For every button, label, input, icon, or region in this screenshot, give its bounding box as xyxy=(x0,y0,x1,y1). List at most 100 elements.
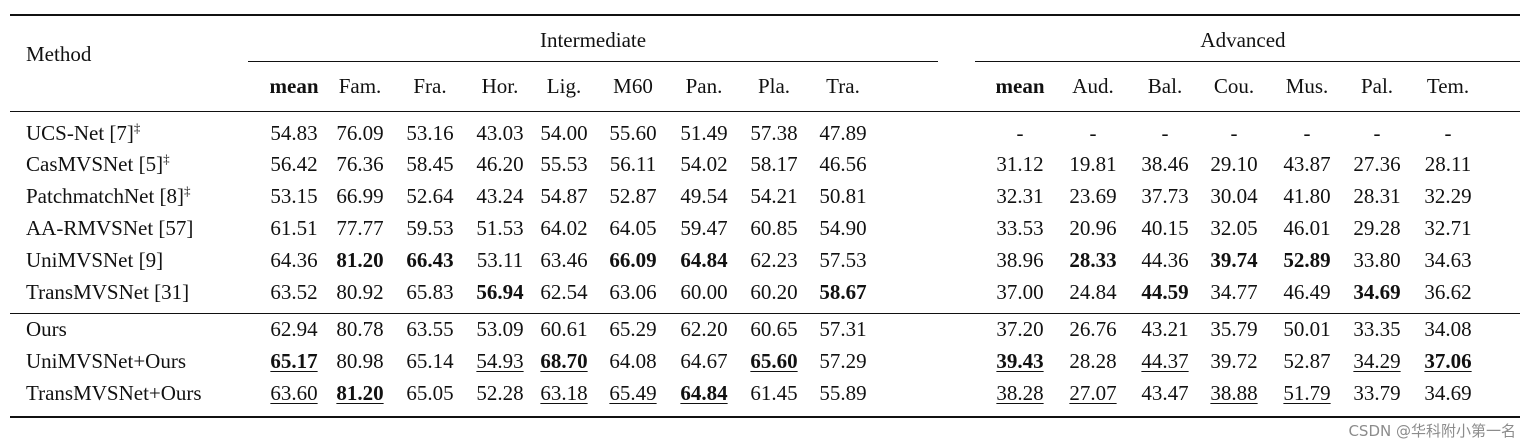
table-cell: 53.09 xyxy=(476,317,524,341)
table-cell: 64.84 xyxy=(680,381,728,405)
table-cell: 28.28 xyxy=(1069,349,1117,373)
table-cell: 59.53 xyxy=(406,216,454,240)
table-cell: 40.15 xyxy=(1141,216,1189,240)
table-cell: 64.84 xyxy=(680,248,728,272)
table-cell: 37.20 xyxy=(996,317,1044,341)
table-cell: 39.74 xyxy=(1210,248,1258,272)
table-cell: 43.03 xyxy=(476,121,524,145)
method-label: CasMVSNet [5] xyxy=(26,152,164,176)
table-cell: 31.12 xyxy=(996,152,1044,176)
table-cell: - xyxy=(1373,121,1381,145)
table-cell: 56.42 xyxy=(270,152,318,176)
table-cell: 64.02 xyxy=(540,216,588,240)
column-header: Pal. xyxy=(1360,74,1394,98)
column-header: Aud. xyxy=(1072,74,1114,98)
table-cell: 38.28 xyxy=(996,381,1044,405)
table-cell: 56.94 xyxy=(476,280,524,304)
table-cell: 59.47 xyxy=(680,216,728,240)
table-cell: 51.53 xyxy=(476,216,524,240)
table-cell: 32.31 xyxy=(996,184,1044,208)
table-cell: 26.76 xyxy=(1069,317,1117,341)
method-name: PatchmatchNet [8]‡ xyxy=(26,184,191,208)
table-cell: 57.29 xyxy=(819,349,867,373)
table-cell: 65.60 xyxy=(750,349,798,373)
table-cell: 63.60 xyxy=(270,381,318,405)
table-cell: 49.54 xyxy=(680,184,728,208)
table-cell: 33.53 xyxy=(996,216,1044,240)
table-cell: 54.21 xyxy=(750,184,798,208)
table-cell: 57.38 xyxy=(750,121,798,145)
column-header: mean xyxy=(269,74,319,98)
table-cell: 36.62 xyxy=(1424,280,1472,304)
method-name: CasMVSNet [5]‡ xyxy=(26,152,170,176)
table-cell: 66.99 xyxy=(336,184,384,208)
method-name: UCS-Net [7]‡ xyxy=(26,121,140,145)
table-cell: 60.00 xyxy=(680,280,728,304)
table-cell: 68.70 xyxy=(540,349,588,373)
table-cell: 55.60 xyxy=(609,121,657,145)
table-cell: 34.77 xyxy=(1210,280,1258,304)
column-header: Pla. xyxy=(757,74,791,98)
table-cell: 63.46 xyxy=(540,248,588,272)
table-cell: 27.07 xyxy=(1069,381,1117,405)
table-cell: 43.24 xyxy=(476,184,524,208)
table-cell: 43.47 xyxy=(1141,381,1189,405)
method-label: UCS-Net [7] xyxy=(26,121,134,145)
column-header: M60 xyxy=(613,74,653,98)
table-cell: 20.96 xyxy=(1069,216,1117,240)
table-cell: 54.93 xyxy=(476,349,524,373)
method-name: TransMVSNet+Ours xyxy=(26,381,202,405)
table-cell: 64.05 xyxy=(609,216,657,240)
method-label: TransMVSNet+Ours xyxy=(26,381,202,405)
method-label: TransMVSNet [31] xyxy=(26,280,190,304)
table-cell: 60.61 xyxy=(540,317,588,341)
table-cell: - xyxy=(1016,121,1024,145)
table-cell: 64.67 xyxy=(680,349,728,373)
table-cell: 35.79 xyxy=(1210,317,1258,341)
method-name: TransMVSNet [31] xyxy=(26,280,189,304)
table-cell: 44.37 xyxy=(1141,349,1189,373)
column-header: Pan. xyxy=(685,74,723,98)
table-cell: 33.79 xyxy=(1353,381,1401,405)
table-cell: 54.87 xyxy=(540,184,588,208)
table-cell: 65.49 xyxy=(609,381,657,405)
table-cell: 38.88 xyxy=(1210,381,1258,405)
table-cell: 62.20 xyxy=(680,317,728,341)
method-label: UniMVSNet [9] xyxy=(26,248,164,272)
table-cell: 28.11 xyxy=(1424,152,1472,176)
table-cell: 53.16 xyxy=(406,121,454,145)
table-cell: 61.51 xyxy=(270,216,318,240)
column-header: Mus. xyxy=(1285,74,1329,98)
table-cell: 81.20 xyxy=(336,381,384,405)
table-cell: 46.01 xyxy=(1283,216,1331,240)
advanced-cmidrule xyxy=(975,61,1520,62)
table-cell: 41.80 xyxy=(1283,184,1331,208)
table-cell: 80.92 xyxy=(336,280,384,304)
table-cell: 61.45 xyxy=(750,381,798,405)
table-cell: 65.14 xyxy=(406,349,454,373)
table-cell: 34.29 xyxy=(1353,349,1401,373)
table-cell: 47.89 xyxy=(819,121,867,145)
method-name: UniMVSNet [9] xyxy=(26,248,163,272)
table-cell: 38.46 xyxy=(1141,152,1189,176)
column-header: Lig. xyxy=(546,74,582,98)
table-cell: 53.11 xyxy=(476,248,524,272)
table-cell: 33.35 xyxy=(1353,317,1401,341)
method-name: Ours xyxy=(26,317,67,341)
table-cell: 43.21 xyxy=(1141,317,1189,341)
table-cell: 27.36 xyxy=(1353,152,1401,176)
double-dagger-mark: ‡ xyxy=(133,120,141,135)
table-cell: 62.94 xyxy=(270,317,318,341)
table-cell: 57.31 xyxy=(819,317,867,341)
table-cell: 65.17 xyxy=(270,349,318,373)
table-cell: 32.71 xyxy=(1424,216,1472,240)
table-cell: 54.90 xyxy=(819,216,867,240)
table-cell: 46.56 xyxy=(819,152,867,176)
table-cell: 24.84 xyxy=(1069,280,1117,304)
table-cell: 44.36 xyxy=(1141,248,1189,272)
table-cell: 54.02 xyxy=(680,152,728,176)
table-cell: 28.31 xyxy=(1353,184,1401,208)
table-cell: 37.73 xyxy=(1141,184,1189,208)
table-cell: 60.85 xyxy=(750,216,798,240)
column-header: Tra. xyxy=(826,74,860,98)
